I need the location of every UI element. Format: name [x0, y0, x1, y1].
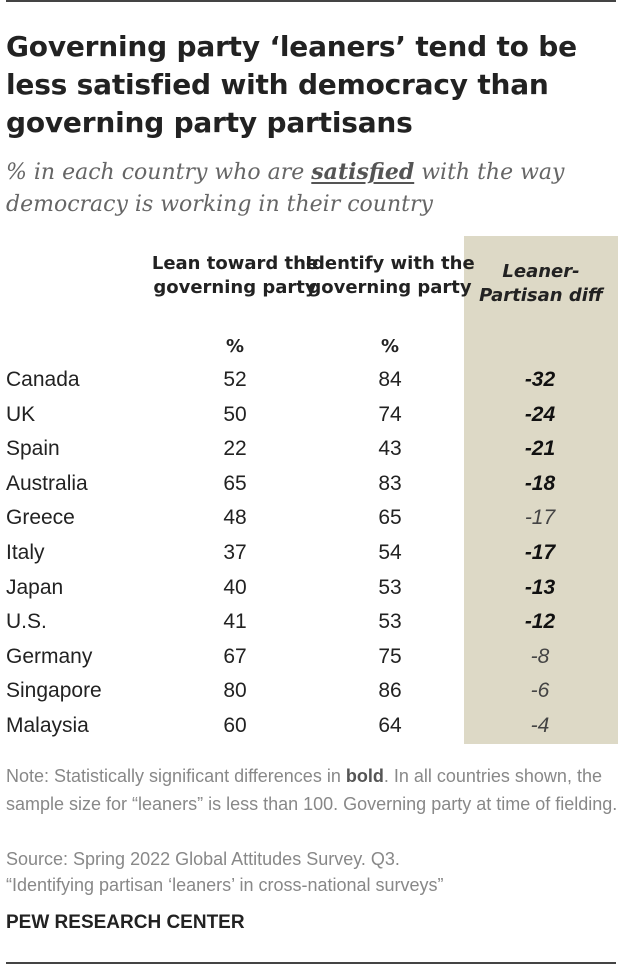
lean-value: 65: [223, 471, 247, 495]
diff-value: -4: [530, 714, 550, 737]
lean-value: 48: [223, 506, 247, 530]
country-label: Canada: [6, 368, 80, 391]
country-label: Japan: [6, 575, 64, 599]
subtitle-text-before: % in each country who are: [6, 160, 312, 185]
note-bold-word: bold: [345, 766, 384, 786]
lean-value: 40: [223, 575, 247, 599]
table-row: Spain 22 43 -21: [0, 433, 620, 467]
diff-value: -12: [524, 610, 556, 634]
diff-value: -17: [524, 541, 556, 564]
table-row: Malaysia 60 64 -4: [0, 710, 620, 744]
identify-value: 83: [378, 471, 402, 495]
lean-value: 50: [223, 402, 247, 426]
note-text-before: Note: Statistically significant differen…: [6, 766, 346, 786]
country-label: Australia: [6, 471, 88, 495]
table-row: Japan 40 53 -13: [0, 572, 620, 606]
lean-value: 22: [223, 437, 247, 461]
lean-value: 67: [223, 644, 247, 668]
subtitle-emphasis: satisfied: [311, 159, 415, 185]
table-row: U.S. 41 53 -12: [0, 606, 620, 640]
identify-value: 64: [378, 714, 402, 737]
country-label: U.S.: [6, 610, 47, 634]
table-row: Italy 37 54 -17: [0, 537, 620, 571]
table-row: Singapore 80 86 -6: [0, 675, 620, 709]
country-label: UK: [6, 402, 36, 426]
identify-value: 75: [378, 644, 402, 668]
column-header-lean: Lean toward the governing party: [151, 253, 319, 298]
lean-value: 60: [223, 714, 247, 737]
brand-logo-text: PEW RESEARCH CENTER: [6, 912, 245, 933]
table-row: Germany 67 75 -8: [0, 641, 620, 675]
table-row: UK 50 74 -24: [0, 399, 620, 433]
column-header-identify: Identify with the governing party: [305, 253, 475, 298]
identify-value: 54: [378, 541, 402, 564]
identify-value: 43: [378, 437, 402, 461]
diff-value: -17: [524, 506, 556, 530]
identify-value: 65: [378, 506, 402, 530]
source-line-1: Source: Spring 2022 Global Attitudes Sur…: [6, 849, 400, 869]
column-header-diff: Leaner-Partisan diff: [479, 261, 603, 306]
source-line-2: “Identifying partisan ‘leaners’ in cross…: [6, 875, 444, 895]
country-label: Malaysia: [6, 714, 89, 737]
identify-value: 53: [378, 575, 402, 599]
chart-subtitle: % in each country who are satisfied with…: [6, 156, 618, 221]
lean-value: 80: [223, 679, 247, 703]
diff-column-background: [464, 236, 618, 744]
table-row: Greece 48 65 -17: [0, 502, 620, 536]
identify-value: 84: [378, 368, 402, 391]
country-label: Singapore: [6, 679, 102, 703]
identify-value: 74: [378, 402, 402, 426]
table-row: Canada 52 84 -32: [0, 364, 620, 398]
top-rule: [6, 0, 616, 2]
diff-value: -13: [524, 575, 556, 599]
unit-label-lean: %: [225, 336, 245, 357]
footnote: Note: Statistically significant differen…: [6, 762, 618, 818]
identify-value: 53: [378, 610, 402, 634]
diff-value: -21: [524, 437, 556, 461]
diff-value: -24: [524, 402, 556, 426]
chart-title: Governing party ‘leaners’ tend to be les…: [6, 30, 577, 139]
lean-value: 52: [223, 368, 247, 391]
diff-value: -32: [524, 368, 556, 391]
diff-value: -6: [530, 679, 550, 703]
lean-value: 41: [223, 610, 247, 634]
note-text-after: . In all countries shown, the sample siz…: [6, 766, 618, 814]
diff-value: -8: [530, 644, 550, 668]
country-label: Spain: [6, 437, 60, 461]
lean-value: 37: [223, 541, 247, 564]
diff-value: -18: [524, 471, 556, 495]
table-row: Australia 65 83 -18: [0, 468, 620, 502]
subtitle-text-after: with the way democracy is working in the…: [6, 160, 565, 217]
country-label: Italy: [6, 541, 45, 564]
unit-label-identify: %: [380, 336, 400, 357]
country-label: Germany: [6, 644, 93, 668]
bottom-rule: [6, 962, 616, 964]
source-note: Source: Spring 2022 Global Attitudes Sur…: [6, 846, 618, 898]
identify-value: 86: [378, 679, 402, 703]
country-label: Greece: [6, 506, 75, 530]
